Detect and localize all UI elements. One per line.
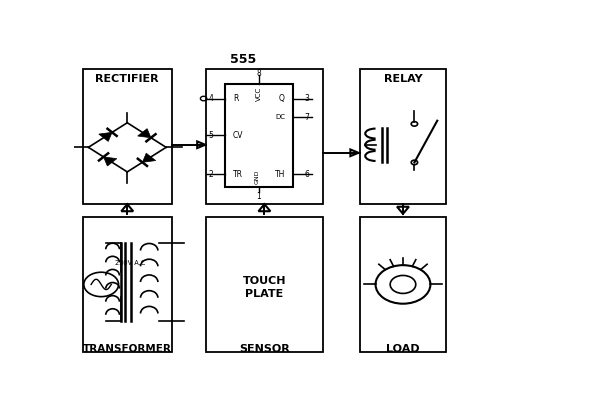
Text: 3: 3	[304, 94, 309, 103]
Text: 8: 8	[257, 69, 261, 78]
Bar	[206, 69, 323, 204]
Polygon shape	[137, 129, 151, 138]
Text: LOAD: LOAD	[386, 344, 419, 354]
Text: CV: CV	[233, 131, 243, 140]
Text: 5: 5	[208, 131, 214, 140]
Text: RELAY: RELAY	[384, 74, 422, 84]
Bar	[359, 217, 447, 352]
Text: 7: 7	[304, 113, 309, 122]
Text: 2: 2	[208, 170, 214, 179]
Polygon shape	[103, 157, 117, 166]
Polygon shape	[142, 153, 156, 162]
Text: TOUCH
PLATE: TOUCH PLATE	[242, 276, 286, 299]
Text: TRANSFORMER: TRANSFORMER	[83, 344, 172, 354]
Bar	[83, 69, 172, 204]
Text: 4: 4	[208, 94, 214, 103]
Text: DC: DC	[275, 115, 285, 121]
Bar	[83, 217, 172, 352]
Text: 1: 1	[257, 192, 261, 201]
Bar	[206, 217, 323, 352]
Text: VCC: VCC	[256, 86, 262, 100]
Bar	[359, 69, 447, 204]
Text: RECTIFIER: RECTIFIER	[96, 74, 159, 84]
Text: Q: Q	[279, 94, 285, 103]
Text: TR: TR	[233, 170, 243, 179]
Polygon shape	[99, 132, 112, 141]
Text: 230V A.C: 230V A.C	[115, 260, 145, 266]
Text: GND: GND	[254, 170, 259, 184]
Text: 555: 555	[230, 53, 256, 66]
Text: SENSOR: SENSOR	[239, 344, 290, 354]
Text: TH: TH	[274, 170, 285, 179]
Text: 6: 6	[304, 170, 309, 179]
Text: R: R	[233, 94, 238, 103]
Bar	[225, 84, 293, 186]
